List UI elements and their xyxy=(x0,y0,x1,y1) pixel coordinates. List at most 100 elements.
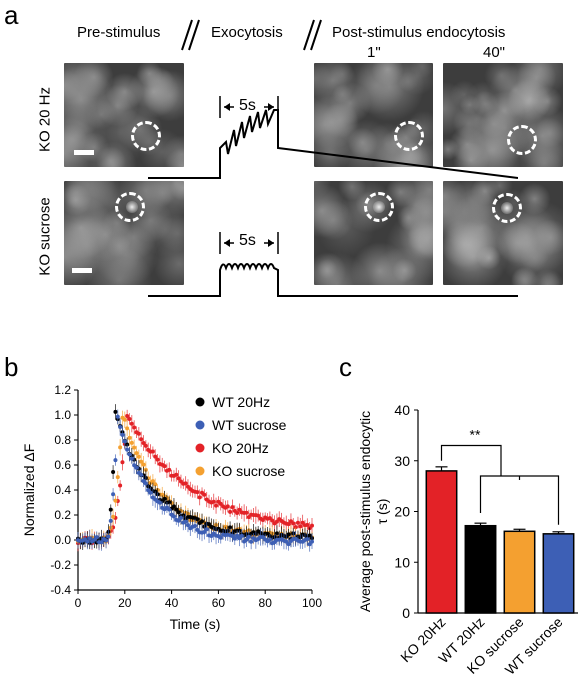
y-tick-label: 1.0 xyxy=(54,408,71,422)
data-point xyxy=(132,445,137,450)
data-point xyxy=(310,539,314,544)
data-point xyxy=(141,478,146,483)
data-point xyxy=(150,479,155,484)
micrograph-kosucrose-post-40s xyxy=(443,181,563,285)
data-point xyxy=(211,499,216,504)
data-point xyxy=(162,496,167,501)
data-point xyxy=(305,537,310,542)
data-point xyxy=(176,510,181,515)
data-point xyxy=(239,533,244,538)
data-point xyxy=(99,540,104,545)
data-point xyxy=(85,539,90,544)
data-point xyxy=(143,443,148,448)
data-point xyxy=(235,511,240,516)
data-point xyxy=(113,409,118,414)
data-point xyxy=(171,504,176,509)
data-point xyxy=(153,454,158,459)
data-point xyxy=(232,536,237,541)
data-point xyxy=(305,522,310,527)
data-point xyxy=(218,501,223,506)
data-point xyxy=(183,519,188,524)
data-point xyxy=(284,539,289,544)
data-point xyxy=(293,525,298,530)
y-tick-label: 0.2 xyxy=(54,508,71,522)
legend-marker xyxy=(195,420,205,430)
y-tick-label: -0.4 xyxy=(50,583,71,597)
data-point xyxy=(218,535,223,540)
data-point xyxy=(171,514,176,519)
data-point xyxy=(200,519,205,524)
header-pre-stimulus: Pre-stimulus xyxy=(77,24,161,41)
y-tick-label: 10 xyxy=(394,554,410,570)
data-point xyxy=(111,470,116,475)
data-point xyxy=(122,417,127,422)
data-point xyxy=(185,523,190,528)
data-point xyxy=(129,456,134,461)
data-point xyxy=(125,447,130,452)
legend-label: KO sucrose xyxy=(212,463,285,479)
scale-bar xyxy=(74,150,94,155)
data-point xyxy=(150,449,155,454)
panel-c-label: c xyxy=(339,352,352,382)
header-exocytosis: Exocytosis xyxy=(211,24,283,41)
data-point xyxy=(118,445,123,450)
data-point xyxy=(244,510,249,515)
bouton-circle-marker xyxy=(131,121,161,151)
timecourse-chart: -0.4 -0.2 0.0 0.2 0.4 0.6 0.8 1.0 1.2 0 20 40 60 80 10… xyxy=(21,383,322,632)
data-point xyxy=(230,533,235,538)
y-tick-label: 1.2 xyxy=(54,383,71,397)
x-tick-label: 20 xyxy=(118,596,132,610)
data-point xyxy=(207,522,212,527)
data-point xyxy=(134,465,139,470)
data-point xyxy=(195,490,200,495)
data-point xyxy=(136,431,141,436)
data-point xyxy=(115,475,120,480)
data-point xyxy=(129,421,134,426)
data-point xyxy=(139,472,144,477)
header-post-stimulus: Post-stimulus endocytosis xyxy=(332,24,506,41)
data-point xyxy=(178,515,183,520)
scale-bar xyxy=(72,268,92,273)
data-point xyxy=(167,507,172,512)
data-point xyxy=(118,424,123,429)
data-point xyxy=(87,536,92,541)
data-point xyxy=(197,495,202,500)
row-label-ko-20hz: KO 20 Hz xyxy=(36,86,54,153)
data-point xyxy=(244,537,249,542)
data-point xyxy=(291,521,296,526)
data-point xyxy=(295,520,300,525)
data-point xyxy=(307,542,312,547)
data-point xyxy=(256,513,261,518)
stimulus-duration-label: 5s xyxy=(239,232,256,249)
data-point xyxy=(246,534,251,539)
row-label-ko-sucrose: KO sucrose xyxy=(36,197,54,276)
data-point xyxy=(134,451,139,456)
axis-break-mark xyxy=(298,18,324,52)
data-point xyxy=(125,426,130,431)
legend-marker xyxy=(195,466,205,476)
data-point xyxy=(108,518,113,523)
bar xyxy=(542,533,575,614)
data-point xyxy=(174,507,179,512)
data-point xyxy=(274,531,279,536)
data-point xyxy=(307,533,312,538)
x-tick-label: 40 xyxy=(165,596,179,610)
data-point xyxy=(202,530,207,535)
data-point xyxy=(111,492,116,497)
data-point xyxy=(143,481,148,486)
y-axis-label: Average post-stimulus endocyticτ (s) xyxy=(357,411,390,612)
data-point xyxy=(120,460,125,465)
data-point xyxy=(267,537,272,542)
data-point xyxy=(225,504,230,509)
data-point xyxy=(120,432,125,437)
legend-marker xyxy=(195,397,205,407)
micrograph-ko20hz-pre xyxy=(64,63,184,167)
data-point xyxy=(148,490,153,495)
data-point xyxy=(94,535,99,540)
micrograph-ko20hz-post-1s xyxy=(314,63,433,167)
bar xyxy=(464,524,497,614)
y-tick-label: 0.0 xyxy=(54,533,71,547)
data-point xyxy=(228,509,233,514)
bar xyxy=(503,530,536,614)
